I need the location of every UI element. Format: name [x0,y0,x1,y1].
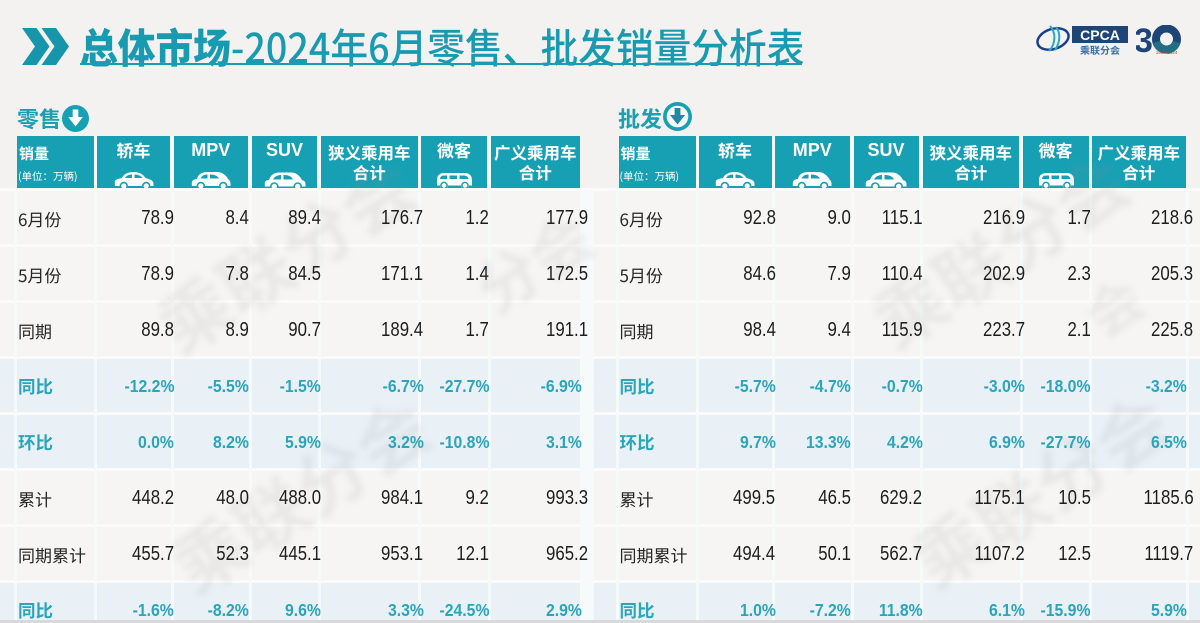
svg-text:乘联分会: 乘联分会 [1080,42,1120,56]
svg-text:CPCA: CPCA [1080,27,1120,43]
svg-text:3: 3 [1136,25,1153,57]
svg-text:1994-2024: 1994-2024 [1156,50,1178,55]
